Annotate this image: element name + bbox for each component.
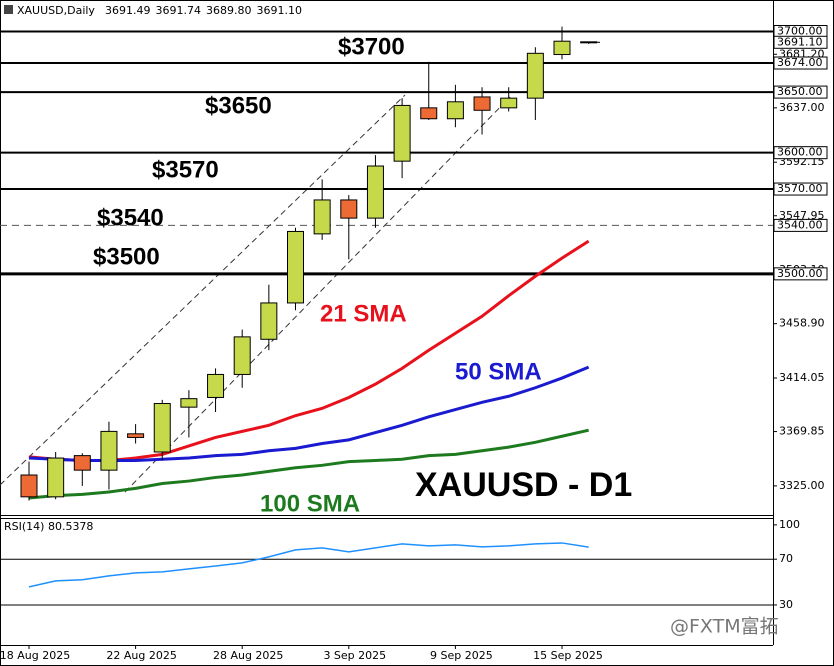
level-axis-label: 3500.00	[777, 267, 823, 280]
watermark: @FXTM富拓	[670, 616, 779, 638]
candle-body	[500, 97, 518, 109]
sma-label: 50 SMA	[455, 358, 542, 385]
sma-line	[28, 365, 590, 462]
level-axis-box	[773, 182, 828, 196]
header-value: 3691.74	[156, 4, 202, 17]
header-value: 3691.10	[257, 4, 303, 17]
level-label: $3570	[152, 156, 219, 183]
candle-body	[260, 302, 278, 340]
candle-body	[340, 199, 358, 219]
header-value: 3691.49	[105, 4, 151, 17]
header-value: 3689.80	[206, 4, 252, 17]
candle-body	[366, 165, 384, 219]
y-tick-label: 3325.00	[779, 479, 825, 492]
x-tick-label: 15 Sep 2025	[533, 649, 603, 662]
level-axis-box	[773, 218, 828, 232]
symbol-title: XAUUSD,Daily	[17, 4, 95, 17]
candle-body	[313, 199, 331, 235]
y-tick-label: 3414.05	[779, 371, 825, 384]
candle-body	[127, 433, 145, 438]
rsi-y-tick-label: 70	[779, 552, 793, 565]
candle-body	[580, 41, 598, 44]
candle-body	[526, 52, 544, 99]
candle-body	[207, 373, 225, 398]
y-tick-label: 3547.95	[779, 209, 825, 222]
x-tick-label: 22 Aug 2025	[106, 649, 176, 662]
candle-body	[233, 336, 251, 375]
sma-line	[28, 428, 589, 500]
rsi-title: RSI(14) 80.5378	[4, 520, 93, 533]
x-tick-label: 28 Aug 2025	[213, 649, 283, 662]
candle-body	[446, 101, 464, 120]
candle-body	[73, 455, 91, 471]
level-axis-box	[773, 85, 828, 99]
candle-body	[553, 40, 571, 56]
rsi-y-tick-label: 100	[779, 518, 800, 531]
y-tick-label: 3369.85	[779, 425, 825, 438]
level-axis-label: 3540.00	[777, 218, 823, 231]
level-axis-label: 3674.00	[777, 56, 823, 69]
candle-body	[100, 430, 118, 471]
current-price-label: 3691.10	[777, 35, 823, 48]
candle-body	[420, 107, 438, 120]
rsi-y-tick-label: 30	[779, 598, 793, 611]
x-tick-label: 9 Sep 2025	[430, 649, 493, 662]
level-axis-box	[773, 56, 828, 70]
level-axis-label: 3700.00	[777, 25, 823, 38]
level-label: $3650	[205, 92, 272, 119]
candle-body	[180, 398, 198, 408]
level-axis-label: 3650.00	[777, 85, 823, 98]
level-axis-box	[773, 146, 828, 160]
candle-body	[153, 403, 171, 453]
level-axis-label: 3600.00	[777, 146, 823, 159]
candle-body	[47, 457, 65, 498]
candle-body	[287, 230, 304, 304]
current-price-box	[773, 35, 828, 49]
level-axis-label: 3570.00	[777, 182, 823, 195]
candle-body	[20, 474, 38, 498]
rsi-line	[28, 542, 589, 588]
icon	[4, 5, 13, 14]
level-label: $3500	[93, 243, 160, 270]
chart-annotation: XAUUSD - D1	[415, 466, 632, 504]
sma-label: 100 SMA	[260, 490, 360, 517]
channel-line	[0, 94, 406, 486]
level-label: $3700	[338, 33, 405, 60]
candle-body	[393, 104, 411, 162]
y-tick-label: 3637.00	[779, 101, 825, 114]
header: XAUUSD,Daily	[4, 4, 95, 17]
candle-body	[473, 96, 491, 111]
x-tick-label: 18 Aug 2025	[0, 649, 70, 662]
x-tick-label: 3 Sep 2025	[323, 649, 386, 662]
level-label: $3540	[97, 204, 164, 231]
y-tick-label: 3458.90	[779, 317, 825, 330]
level-axis-box	[773, 267, 828, 281]
sma-label: 21 SMA	[320, 300, 407, 327]
